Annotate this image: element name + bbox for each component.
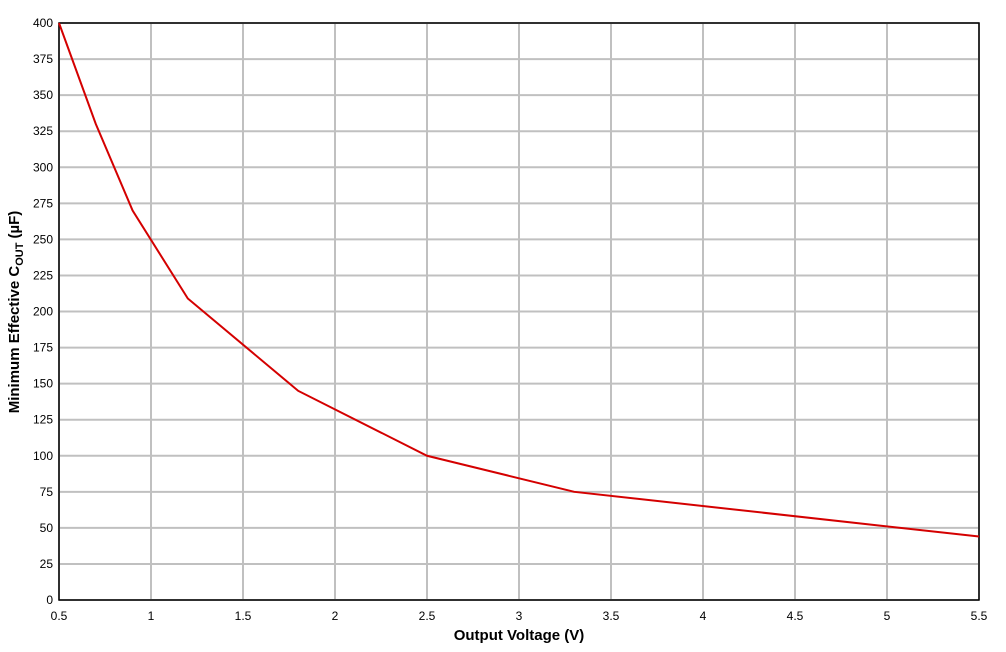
y-tick-label: 350 xyxy=(33,88,53,102)
y-tick-label: 25 xyxy=(40,557,54,571)
x-tick-label: 2 xyxy=(332,609,339,623)
y-tick-label: 125 xyxy=(33,413,53,427)
y-tick-label: 150 xyxy=(33,377,53,391)
y-tick-label: 325 xyxy=(33,124,53,138)
y-tick-label: 400 xyxy=(33,16,53,30)
x-tick-label: 4.5 xyxy=(787,609,804,623)
data-line xyxy=(58,22,980,538)
y-tick-label: 50 xyxy=(40,521,54,535)
y-tick-label: 200 xyxy=(33,305,53,319)
x-tick-label: 0.5 xyxy=(51,609,68,623)
y-tick-label: 375 xyxy=(33,52,53,66)
y-tick-label: 75 xyxy=(40,485,54,499)
x-tick-label: 2.5 xyxy=(419,609,436,623)
x-tick-label: 3.5 xyxy=(603,609,620,623)
y-tick-label: 250 xyxy=(33,232,53,246)
y-tick-label: 275 xyxy=(33,196,53,210)
x-tick-label: 3 xyxy=(516,609,523,623)
x-tick-label: 1 xyxy=(148,609,155,623)
y-tick-label: 0 xyxy=(46,593,53,607)
y-tick-label: 300 xyxy=(33,160,53,174)
x-tick-label: 5.5 xyxy=(971,609,988,623)
y-axis-label: Minimum Effective COUT (µF) xyxy=(6,211,26,414)
y-label-main: Minimum Effective C xyxy=(6,266,23,414)
x-tick-label: 1.5 xyxy=(235,609,252,623)
y-tick-label: 225 xyxy=(33,268,53,282)
y-tick-label: 175 xyxy=(33,341,53,355)
y-label-sub: OUT xyxy=(14,242,26,266)
x-tick-label: 4 xyxy=(700,609,707,623)
x-axis-label: Output Voltage (V) xyxy=(454,627,585,644)
y-label-unit: (µF) xyxy=(6,211,23,239)
y-tick-label: 100 xyxy=(33,449,53,463)
plot-border xyxy=(58,22,980,601)
x-tick-label: 5 xyxy=(884,609,891,623)
